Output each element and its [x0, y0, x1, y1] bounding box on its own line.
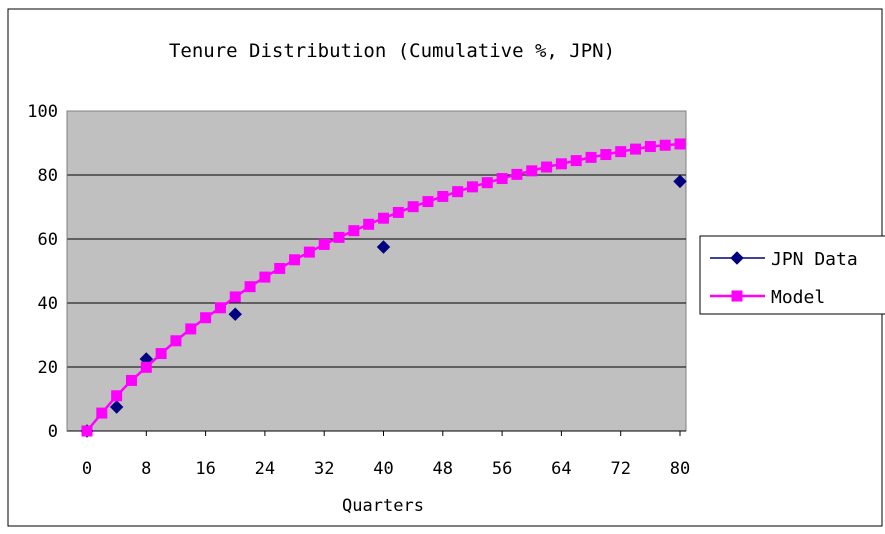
x-tick-label: 32 [314, 459, 334, 479]
data-point [392, 206, 404, 218]
data-point [318, 238, 330, 250]
legend-marker [730, 251, 744, 265]
data-point [570, 155, 582, 167]
data-point [422, 196, 434, 208]
data-point [81, 425, 93, 437]
data-point [274, 262, 286, 274]
x-tick-label: 8 [141, 459, 151, 479]
data-point [674, 138, 686, 150]
data-point [109, 400, 124, 414]
legend-entries: JPN Data Model [710, 249, 858, 308]
data-point [407, 201, 419, 213]
y-tick-label: 100 [27, 102, 58, 122]
data-point [244, 281, 256, 293]
data-point [526, 165, 538, 177]
legend-label: JPN Data [771, 249, 858, 270]
x-tick-label: 64 [551, 459, 571, 479]
legend-box [699, 235, 885, 315]
data-point [466, 181, 478, 193]
data-point [289, 254, 301, 266]
data-point [228, 307, 242, 321]
data-point [229, 291, 241, 303]
data-point [259, 271, 271, 283]
series-1 [81, 138, 686, 437]
data-point [496, 173, 508, 185]
data-point [585, 151, 597, 163]
grid-lines [67, 174, 686, 368]
data-point [615, 146, 627, 158]
data-point [437, 190, 449, 202]
data-point [630, 143, 642, 155]
data-point [511, 168, 523, 180]
axes [66, 111, 686, 436]
x-tick-label: 40 [373, 459, 393, 479]
data-point [140, 361, 152, 373]
y-tick-label: 0 [48, 422, 58, 442]
x-tick-label: 56 [492, 459, 512, 479]
series [80, 138, 687, 438]
x-tick-label: 0 [82, 459, 92, 479]
data-point [376, 240, 391, 254]
x-tick-label: 48 [433, 459, 453, 479]
legend-label: Model [771, 287, 825, 308]
x-tick-label: 80 [670, 459, 690, 479]
data-point [555, 158, 567, 170]
legend-entry: JPN Data [710, 249, 858, 270]
data-point [125, 374, 137, 386]
data-point [348, 225, 360, 237]
data-point [111, 390, 123, 402]
data-point [363, 218, 375, 230]
data-point [155, 348, 167, 360]
x-axis-label: Quarters [342, 496, 424, 516]
data-point [333, 231, 345, 243]
data-point [481, 177, 493, 189]
data-point [185, 323, 197, 335]
data-point [96, 407, 108, 419]
legend: JPN Data Model [699, 235, 885, 315]
data-point [200, 312, 212, 324]
plot-area [66, 110, 687, 432]
chart-title: Tenure Distribution (Cumulative %, JPN) [169, 40, 615, 62]
y-tick-label: 80 [38, 166, 58, 186]
x-tick-label: 16 [195, 459, 215, 479]
y-tick-label: 60 [38, 230, 58, 250]
data-point [452, 186, 464, 198]
data-point [170, 335, 182, 347]
data-point [659, 139, 671, 151]
legend-marker [731, 290, 743, 302]
y-tick-labels: 0 20 40 60 80 100 [27, 102, 58, 442]
y-tick-label: 20 [38, 358, 58, 378]
y-tick-label: 40 [38, 294, 58, 314]
x-tick-labels: 0 8 16 24 32 40 48 56 64 72 80 [82, 459, 690, 479]
x-tick-label: 24 [255, 459, 275, 479]
x-tick-label: 72 [610, 459, 630, 479]
data-point [378, 212, 389, 224]
data-point [541, 161, 553, 173]
legend-entry: Model [710, 287, 825, 308]
data-point [600, 149, 612, 161]
data-point [303, 246, 315, 258]
data-point [644, 141, 656, 153]
data-point [214, 302, 226, 314]
data-point [673, 174, 687, 189]
